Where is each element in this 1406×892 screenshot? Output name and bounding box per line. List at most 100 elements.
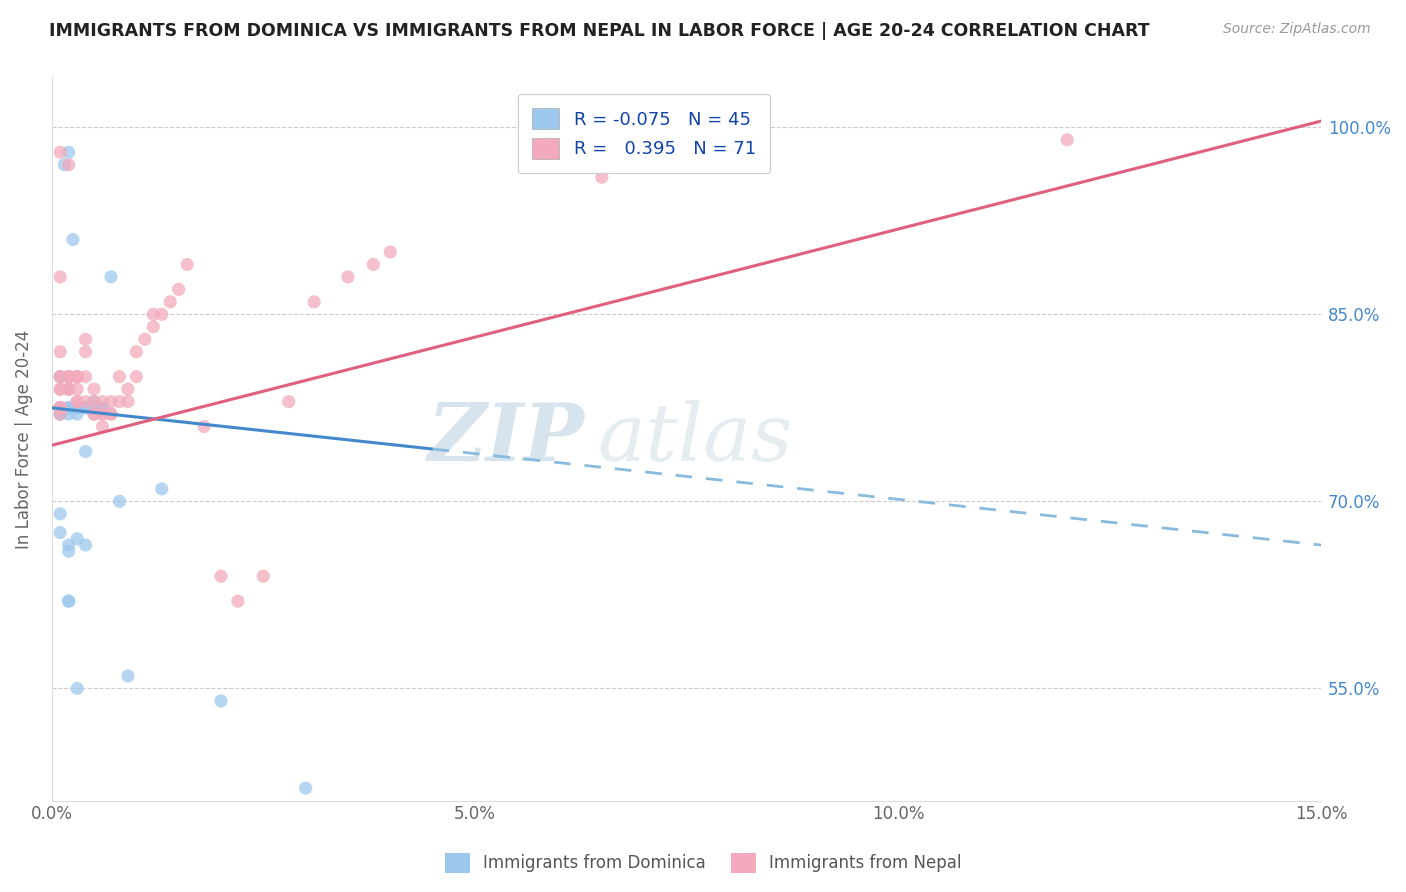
Point	[125, 344, 148, 359]
Point	[134, 332, 156, 346]
Point	[49, 369, 72, 384]
Point	[58, 401, 80, 415]
Text: ZIP: ZIP	[427, 401, 585, 478]
Point	[49, 401, 72, 415]
Point	[49, 401, 72, 415]
Point	[66, 407, 89, 421]
Point	[49, 407, 72, 421]
Point	[83, 401, 105, 415]
Point	[167, 282, 190, 296]
Point	[91, 407, 114, 421]
Point	[49, 369, 72, 384]
Point	[49, 401, 72, 415]
Point	[226, 594, 249, 608]
Point	[75, 401, 97, 415]
Point	[75, 332, 97, 346]
Point	[49, 401, 72, 415]
Point	[83, 394, 105, 409]
Point	[66, 394, 89, 409]
Point	[100, 394, 122, 409]
Point	[66, 369, 89, 384]
Point	[62, 401, 84, 415]
Point	[49, 369, 72, 384]
Point	[62, 233, 84, 247]
Point	[150, 307, 173, 321]
Legend: R = -0.075   N = 45, R =   0.395   N = 71: R = -0.075 N = 45, R = 0.395 N = 71	[517, 94, 770, 173]
Point	[591, 170, 613, 185]
Point	[117, 669, 139, 683]
Point	[49, 407, 72, 421]
Point	[209, 694, 232, 708]
Y-axis label: In Labor Force | Age 20-24: In Labor Force | Age 20-24	[15, 329, 32, 549]
Point	[66, 394, 89, 409]
Point	[58, 401, 80, 415]
Point	[58, 594, 80, 608]
Point	[83, 401, 105, 415]
Point	[58, 369, 80, 384]
Point	[49, 401, 72, 415]
Point	[252, 569, 274, 583]
Point	[58, 594, 80, 608]
Point	[58, 369, 80, 384]
Point	[83, 401, 105, 415]
Point	[58, 145, 80, 160]
Point	[49, 401, 72, 415]
Point	[91, 401, 114, 415]
Point	[58, 158, 80, 172]
Point	[108, 369, 131, 384]
Point	[49, 401, 72, 415]
Point	[58, 382, 80, 396]
Point	[49, 269, 72, 284]
Point	[91, 407, 114, 421]
Point	[363, 257, 385, 271]
Point	[66, 369, 89, 384]
Point	[53, 158, 76, 172]
Point	[380, 245, 402, 260]
Point	[49, 401, 72, 415]
Point	[49, 344, 72, 359]
Point	[49, 401, 72, 415]
Point	[117, 394, 139, 409]
Point	[75, 538, 97, 552]
Point	[91, 401, 114, 415]
Point	[142, 319, 165, 334]
Point	[91, 419, 114, 434]
Point	[75, 444, 97, 458]
Point	[66, 369, 89, 384]
Point	[66, 369, 89, 384]
Point	[49, 407, 72, 421]
Point	[58, 369, 80, 384]
Point	[75, 369, 97, 384]
Point	[83, 407, 105, 421]
Point	[75, 344, 97, 359]
Text: Source: ZipAtlas.com: Source: ZipAtlas.com	[1223, 22, 1371, 37]
Point	[58, 401, 80, 415]
Point	[49, 369, 72, 384]
Point	[66, 681, 89, 696]
Legend: Immigrants from Dominica, Immigrants from Nepal: Immigrants from Dominica, Immigrants fro…	[437, 847, 969, 880]
Point	[108, 394, 131, 409]
Point	[49, 401, 72, 415]
Point	[83, 382, 105, 396]
Point	[49, 401, 72, 415]
Point	[49, 401, 72, 415]
Text: atlas: atlas	[598, 401, 793, 478]
Point	[108, 494, 131, 508]
Point	[49, 382, 72, 396]
Point	[302, 294, 325, 309]
Point	[100, 269, 122, 284]
Point	[150, 482, 173, 496]
Point	[66, 369, 89, 384]
Point	[58, 382, 80, 396]
Point	[100, 407, 122, 421]
Point	[176, 257, 198, 271]
Point	[159, 294, 181, 309]
Point	[277, 394, 299, 409]
Point	[58, 369, 80, 384]
Point	[49, 401, 72, 415]
Point	[58, 382, 80, 396]
Text: IMMIGRANTS FROM DOMINICA VS IMMIGRANTS FROM NEPAL IN LABOR FORCE | AGE 20-24 COR: IMMIGRANTS FROM DOMINICA VS IMMIGRANTS F…	[49, 22, 1150, 40]
Point	[294, 781, 316, 796]
Point	[142, 307, 165, 321]
Point	[49, 145, 72, 160]
